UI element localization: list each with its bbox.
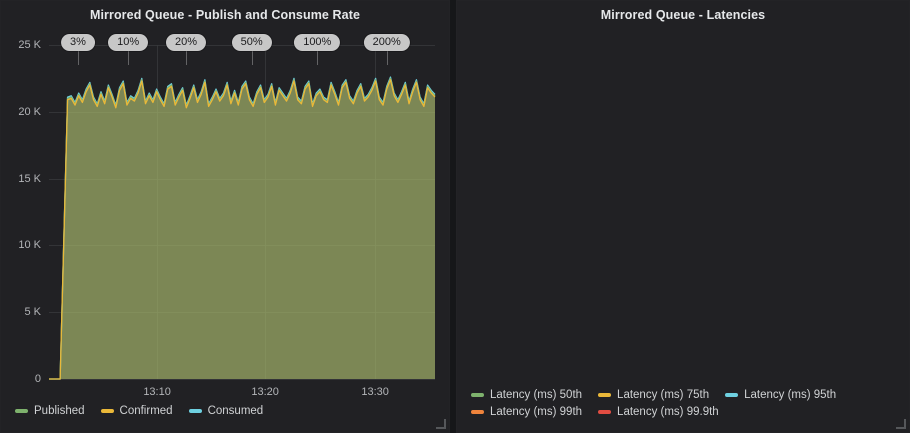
annotation-marker-line bbox=[77, 48, 79, 65]
legend-color-swatch-icon bbox=[598, 393, 612, 397]
series-area-confirmed bbox=[49, 79, 435, 380]
annotation-marker-line bbox=[386, 48, 388, 65]
legend-color-swatch-icon bbox=[471, 393, 484, 397]
panel-resize-handle[interactable] bbox=[436, 419, 446, 429]
legend-item[interactable]: Published bbox=[15, 405, 85, 417]
legend-item[interactable]: Latency (ms) 99.9th bbox=[598, 406, 719, 418]
panel-publish-consume-rate[interactable]: Mirrored Queue - Publish and Consume Rat… bbox=[0, 0, 450, 433]
plot-area-latencies[interactable]: 0 ms1.0 s2.0 s3.0 s4.0 s5.0 s6.0 s7.0 s1… bbox=[457, 1, 909, 391]
y-axis-tick-label: 15 K bbox=[18, 172, 41, 185]
legend-item-label: Consumed bbox=[207, 405, 264, 417]
legend-color-swatch-icon bbox=[188, 409, 202, 413]
legend-item-label: Published bbox=[34, 405, 85, 417]
series-canvas bbox=[457, 1, 910, 391]
legend-latencies[interactable]: Latency (ms) 50th Latency (ms) 75th Latenc… bbox=[457, 389, 909, 423]
legend-item[interactable]: Latency (ms) 75th bbox=[598, 389, 709, 401]
legend-item[interactable]: Consumed bbox=[188, 405, 264, 417]
panel-title-latencies: Mirrored Queue - Latencies bbox=[600, 8, 766, 22]
series-area-published bbox=[49, 78, 435, 380]
panel-title-publish-consume-rate: Mirrored Queue - Publish and Consume Rat… bbox=[89, 8, 361, 22]
x-axis-tick-label: 13:10 bbox=[143, 386, 171, 398]
y-gridline bbox=[49, 312, 435, 314]
y-axis-tick-label: 20 K bbox=[18, 105, 41, 118]
legend-item[interactable]: Confirmed bbox=[100, 405, 173, 417]
annotation-marker-line bbox=[128, 48, 130, 65]
annotation-pill-50pct[interactable]: 50% bbox=[231, 34, 272, 51]
legend-item-label: Latency (ms) 50th bbox=[490, 389, 583, 401]
annotation-pill-10pct[interactable]: 10% bbox=[108, 34, 149, 51]
x-axis-tick-label: 13:30 bbox=[361, 386, 389, 398]
x-gridline bbox=[157, 45, 159, 379]
legend-color-swatch-icon bbox=[598, 410, 612, 414]
legend-item-label: Latency (ms) 99.9th bbox=[617, 406, 719, 418]
panel-latencies[interactable]: Mirrored Queue - Latencies 0 ms1.0 s2.0 … bbox=[456, 0, 910, 433]
legend-item[interactable]: Latency (ms) 50th bbox=[471, 389, 582, 401]
legend-color-swatch-icon bbox=[471, 410, 484, 414]
y-gridline bbox=[49, 178, 435, 180]
y-gridline bbox=[49, 245, 435, 247]
y-gridline bbox=[49, 111, 435, 113]
legend-item-label: Latency (ms) 99th bbox=[490, 406, 583, 418]
annotation-pill-20pct[interactable]: 20% bbox=[166, 34, 207, 51]
annotation-pill-200pct[interactable]: 200% bbox=[363, 34, 410, 51]
annotation-marker-line bbox=[317, 48, 319, 65]
y-axis-tick-label: 10 K bbox=[18, 239, 41, 252]
legend-color-swatch-icon bbox=[725, 393, 739, 397]
series-area-consumed bbox=[49, 77, 435, 379]
plot-area-publish-consume-rate[interactable]: 0 5 K 10 K 15 K 20 K 25 K 13:10 13:20 13:30 3% 10%… bbox=[1, 1, 449, 401]
y-axis-tick-label: 0 bbox=[34, 373, 41, 385]
annotation-pill-100pct[interactable]: 100% bbox=[294, 34, 341, 51]
y-axis-tick-label: 5 K bbox=[24, 306, 41, 319]
annotation-marker-line bbox=[186, 48, 188, 65]
panel-resize-handle[interactable] bbox=[896, 419, 906, 429]
legend-item[interactable]: Latency (ms) 99th bbox=[471, 406, 582, 418]
y-axis-tick-label: 25 K bbox=[18, 39, 41, 51]
annotation-marker-line bbox=[251, 48, 253, 65]
legend-color-swatch-icon bbox=[100, 409, 114, 413]
series-canvas bbox=[49, 76, 436, 380]
legend-publish-consume-rate[interactable]: Published Confirmed Consumed bbox=[1, 405, 449, 422]
legend-item-label: Latency (ms) 95th bbox=[744, 389, 837, 401]
annotation-pill-3pct[interactable]: 3% bbox=[60, 34, 95, 51]
legend-item-label: Latency (ms) 75th bbox=[617, 389, 710, 401]
x-axis-tick-label: 13:20 bbox=[251, 386, 279, 398]
y-gridline bbox=[49, 379, 435, 380]
x-gridline bbox=[265, 45, 267, 379]
legend-color-swatch-icon bbox=[15, 409, 28, 413]
series-line-confirmed bbox=[49, 79, 436, 380]
legend-item-label: Confirmed bbox=[119, 405, 173, 417]
legend-item[interactable]: Latency (ms) 95th bbox=[725, 389, 836, 401]
x-gridline bbox=[375, 45, 377, 379]
